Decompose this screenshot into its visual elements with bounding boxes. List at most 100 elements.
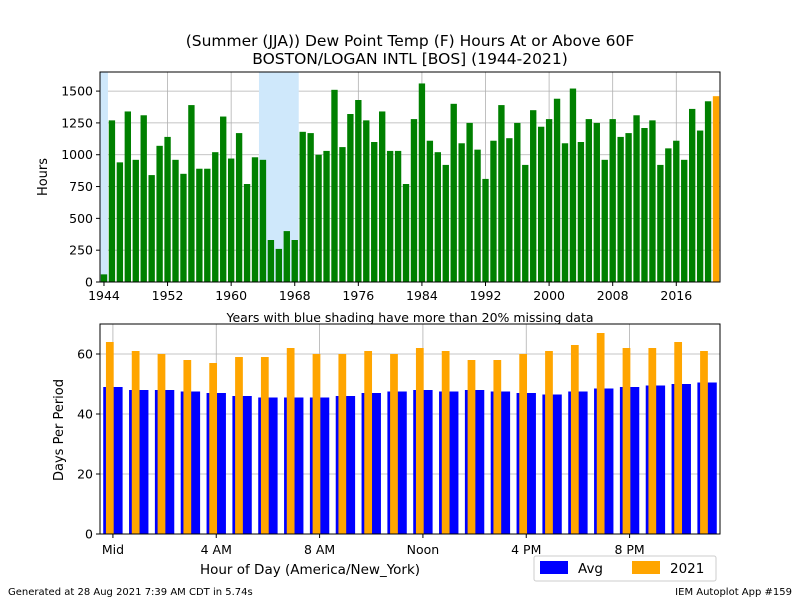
bottom-y-tick-label: 20 [77,467,93,482]
bar-year-2015 [665,148,672,282]
legend-frame [533,555,717,582]
bar-year-1952 [164,136,171,282]
legend-label-2021: 2021 [670,561,704,577]
bar-year-1992 [482,178,489,282]
bar-year-1970 [307,133,314,282]
bar-year-1944 [100,274,108,282]
bar-year-1995 [506,138,513,282]
bar-year-1961 [235,133,243,282]
top-x-tick-label: 1984 [406,288,438,303]
year-2021-bar-hour-8 [312,354,321,534]
bottom-x-tick-label: 4 AM [201,542,232,557]
top-bars [100,83,720,283]
bar-year-1967 [283,231,290,282]
bar-year-1973 [331,89,338,283]
bar-year-1974 [339,147,346,282]
bar-year-2014 [657,164,664,282]
top-plot-frame [99,71,721,283]
bar-year-1951 [156,145,163,282]
bar-year-2000 [545,119,553,282]
bar-year-2004 [577,142,585,282]
bottom-y-tick-label: 0 [85,527,93,542]
footer-generated: Generated at 28 Aug 2021 7:39 AM CDT in … [8,587,253,598]
missing-data-span [100,72,108,282]
bar-year-2007 [601,159,608,282]
bar-year-2010 [625,133,632,282]
chart-title-line-1: (Summer (JJA)) Dew Point Temp (F) Hours … [186,32,635,50]
bar-year-1985 [426,140,434,282]
top-x-tick-label: 2008 [597,288,629,303]
bottom-plot-frame [99,323,721,535]
bar-year-2009 [617,136,624,282]
bar-year-1962 [243,184,251,282]
bar-year-1989 [458,143,465,282]
bar-year-2018 [689,108,696,282]
bar-year-1998 [530,110,537,282]
bar-year-1959 [220,116,227,282]
bar-year-2012 [641,128,648,282]
bar-year-1994 [498,105,505,282]
year-2021-bar-hour-21 [648,348,657,534]
bar-year-1947 [124,111,131,282]
bar-year-1945 [108,120,116,282]
top-y-tick-label: 0 [85,275,93,290]
bar-year-1968 [291,240,298,282]
year-2021-bar-hour-18 [570,345,579,534]
bottom-x-tick-label: 8 PM [614,542,644,557]
bar-year-1975 [347,114,354,282]
top-y-tick-label: 1250 [61,115,93,130]
top-x-tick-label: 2000 [533,288,565,303]
bottom-x-axis-label: Hour of Day (America/New_York) [200,562,420,578]
bar-year-2005 [585,119,593,282]
bar-year-1990 [466,122,473,282]
bar-year-1964 [259,159,267,282]
year-2021-bar-hour-11 [390,354,398,534]
top-y-tick-label: 1500 [61,84,93,99]
year-2021-bar-hour-22 [674,342,683,534]
year-2021-bar-hour-23 [700,351,708,534]
bar-year-2021 [712,96,720,282]
bar-year-2011 [633,115,640,282]
top-y-axis: 0 250 500 750 1000 1250 1500 [61,84,100,290]
bar-year-1971 [315,154,322,282]
top-x-axis: 1944 1952 1960 1968 1976 1984 1992 2000 2008 2016 [88,282,692,303]
chart-title-line-2: BOSTON/LOGAN INTL [BOS] (1944-2021) [252,50,568,68]
bar-year-1977 [363,120,370,282]
bar-year-1972 [323,150,330,282]
bar-year-1982 [402,184,410,282]
year-2021-bar-hour-12 [415,348,424,534]
top-x-tick-label: 2016 [660,288,692,303]
year-2021-bar-hour-1 [131,351,140,534]
bar-year-1988 [450,103,457,283]
bottom-y-tick-label: 40 [77,407,93,422]
bottom-x-tick-label: Mid [102,542,124,557]
bar-year-2016 [673,140,680,282]
bar-year-1963 [251,157,259,282]
bottom-x-axis: Mid 4 AM 8 AM Noon 4 PM 8 PM [102,534,645,557]
bar-year-1960 [227,158,235,282]
legend-swatch-avg [540,561,568,574]
bar-year-2003 [569,88,577,282]
legend: Avg 2021 [533,555,717,582]
year-2021-bar-hour-14 [467,360,476,534]
bottom-x-tick-label: 4 PM [511,542,541,557]
bar-year-1954 [180,173,187,282]
year-2021-bar-hour-20 [622,348,631,534]
top-y-axis-label: Hours [36,158,51,196]
bar-year-1953 [172,159,179,282]
year-2021-bar-hour-4 [209,363,218,534]
top-y-tick-label: 1000 [61,147,93,162]
bar-year-1978 [371,142,378,282]
top-y-tick-label: 750 [69,179,93,194]
bar-year-1966 [275,248,283,282]
bar-year-2001 [553,98,561,283]
year-2021-bar-hour-2 [157,354,166,534]
top-x-axis-label: Years with blue shading have more than 2… [225,310,593,325]
year-2021-bar-hour-17 [545,351,553,534]
bar-year-1956 [196,168,203,282]
bar-year-1980 [386,150,394,282]
bottom-x-tick-label: 8 AM [304,542,335,557]
bar-year-2006 [593,122,600,282]
bar-year-1946 [116,162,124,282]
